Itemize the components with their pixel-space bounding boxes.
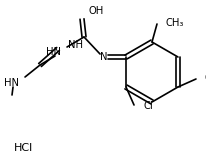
Text: N: N bbox=[100, 52, 107, 62]
Text: CH₃: CH₃ bbox=[165, 18, 184, 28]
Text: Cl: Cl bbox=[142, 101, 152, 111]
Text: HCl: HCl bbox=[14, 143, 33, 153]
Text: HN: HN bbox=[46, 47, 61, 57]
Text: Cl: Cl bbox=[204, 73, 206, 83]
Text: OH: OH bbox=[88, 6, 103, 16]
Text: NH: NH bbox=[68, 40, 83, 50]
Text: HN: HN bbox=[4, 78, 19, 88]
